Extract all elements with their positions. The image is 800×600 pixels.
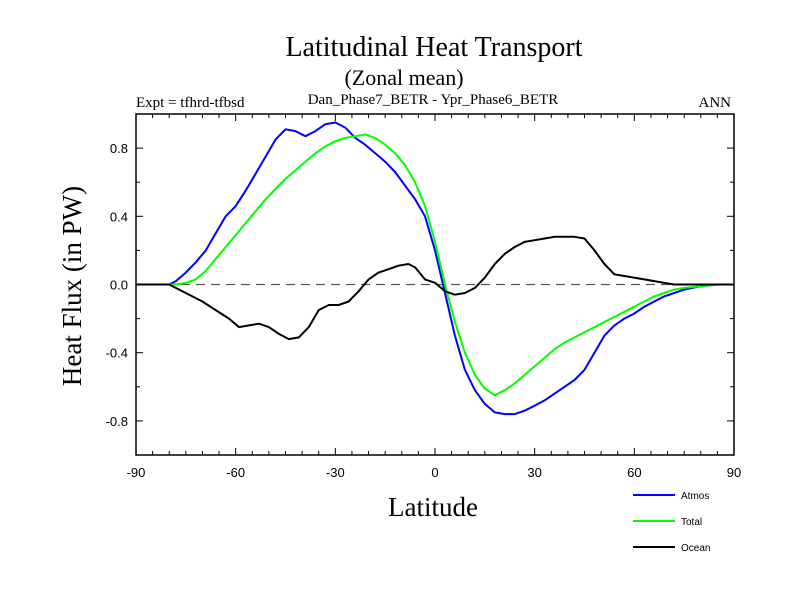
y-tick-label: -0.4: [106, 346, 128, 361]
plot-frame: [135, 113, 735, 456]
case-comparison-label: Dan_Phase7_BETR - Ypr_Phase6_BETR: [308, 92, 559, 108]
x-tick-label: 30: [527, 465, 541, 480]
plot-area: -90 -60 -30 0 30 60 90 -0.8 -0.4 0.0 0.4 0.8: [106, 113, 741, 480]
y-tick-label: 0.8: [110, 141, 128, 156]
legend-label-ocean: Ocean: [681, 543, 710, 554]
series-line-atmos: [136, 121, 734, 416]
x-tick-label: -30: [326, 465, 345, 480]
legend-label-atmos: Atmos: [681, 491, 709, 502]
x-tick-label: -60: [226, 465, 245, 480]
y-axis-label: Heat Flux (in PW): [57, 186, 87, 386]
y-tick-label: -0.8: [106, 414, 128, 429]
series-line-total: [136, 133, 734, 397]
x-tick-label: -90: [127, 465, 146, 480]
experiment-label: Expt = tfhrd-tfbsd: [136, 95, 245, 111]
chart-title: Latitudinal Heat Transport: [285, 32, 582, 63]
x-axis-label: Latitude: [388, 492, 478, 522]
chart-subtitle: (Zonal mean): [344, 65, 463, 90]
season-label: ANN: [699, 95, 732, 111]
x-tick-label: 0: [431, 465, 438, 480]
legend: Atmos Total Ocean: [633, 491, 710, 554]
x-tick-label: 60: [627, 465, 641, 480]
y-tick-label: 0.0: [110, 278, 128, 293]
series-line-ocean: [136, 235, 734, 341]
x-tick-label: 90: [727, 465, 741, 480]
y-tick-label: 0.4: [110, 209, 128, 224]
legend-label-total: Total: [681, 517, 702, 528]
